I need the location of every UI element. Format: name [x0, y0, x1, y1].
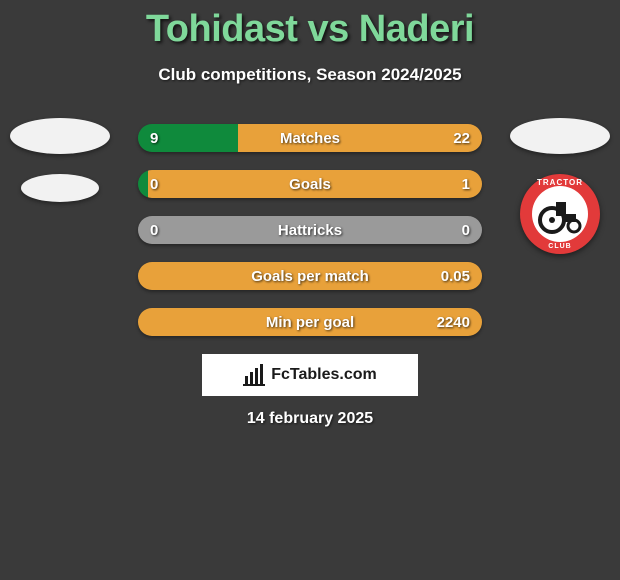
- player-badge-placeholder: [510, 118, 610, 154]
- bar-right-segment: [238, 124, 482, 152]
- club-name-bottom: CLUB: [520, 243, 600, 250]
- stat-right-value: 0: [462, 216, 470, 244]
- stat-left-value: 0: [150, 216, 158, 244]
- bar-left-segment: [138, 170, 148, 198]
- bar-right-segment: [148, 170, 482, 198]
- left-badge-stack: [10, 118, 110, 202]
- stat-left-value: 9: [150, 124, 158, 152]
- bar-track: [138, 170, 482, 198]
- club-badge-inner: [532, 186, 588, 242]
- player-badge-placeholder: [21, 174, 99, 202]
- player-badge-placeholder: [10, 118, 110, 154]
- stat-right-value: 1: [462, 170, 470, 198]
- date-label: 14 february 2025: [0, 410, 620, 428]
- right-badge-stack: TRACTOR CLUB: [510, 118, 610, 254]
- bar-right-segment: [138, 262, 482, 290]
- stat-row: Matches922: [138, 124, 482, 152]
- stat-right-value: 22: [453, 124, 470, 152]
- brand-label: FcTables.com: [271, 366, 377, 384]
- club-badge: TRACTOR CLUB: [520, 174, 600, 254]
- comparison-bars: Matches922Goals01Hattricks00Goals per ma…: [138, 124, 482, 336]
- stat-row: Min per goal2240: [138, 308, 482, 336]
- stat-row: Goals per match0.05: [138, 262, 482, 290]
- bar-chart-icon: [243, 364, 265, 386]
- bar-right-segment: [138, 216, 482, 244]
- page-title: Tohidast vs Naderi: [0, 0, 620, 51]
- stat-row: Hattricks00: [138, 216, 482, 244]
- bar-right-segment: [138, 308, 482, 336]
- bar-track: [138, 124, 482, 152]
- comparison-card: Tohidast vs Naderi Club competitions, Se…: [0, 0, 620, 580]
- stat-right-value: 0.05: [441, 262, 470, 290]
- page-subtitle: Club competitions, Season 2024/2025: [0, 65, 620, 85]
- bar-track: [138, 262, 482, 290]
- brand-box: FcTables.com: [202, 354, 418, 396]
- stat-left-value: 0: [150, 170, 158, 198]
- bar-track: [138, 308, 482, 336]
- stat-row: Goals01: [138, 170, 482, 198]
- tractor-icon: [532, 186, 588, 242]
- stat-right-value: 2240: [437, 308, 470, 336]
- bar-track: [138, 216, 482, 244]
